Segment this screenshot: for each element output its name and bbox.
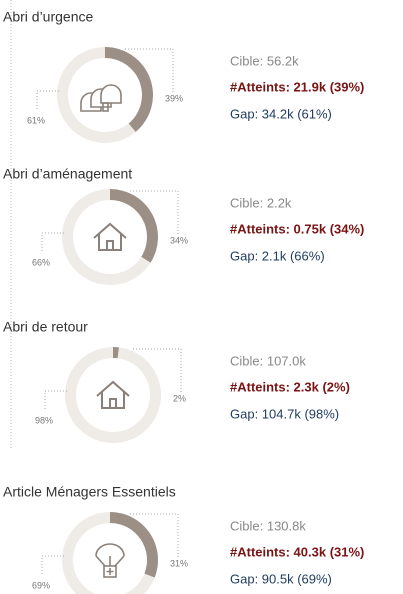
icon	[95, 543, 125, 578]
reached-text: #Atteints: 0.75k (34%)	[230, 221, 364, 236]
house	[96, 380, 130, 409]
donut-segment	[110, 189, 159, 263]
reached-text: #Atteints: 40.3k (31%)	[230, 544, 364, 559]
chart-title: Abri d’aménagement	[3, 166, 132, 182]
leader-line	[41, 232, 64, 251]
parachute-box	[103, 565, 117, 578]
tent-door	[102, 102, 109, 112]
gap-text: Gap: 34.2k (61%)	[230, 106, 332, 121]
donut-segment	[113, 347, 120, 359]
leader-line	[133, 348, 182, 393]
icon	[96, 380, 130, 409]
chart-title: Abri de retour	[3, 319, 88, 335]
tent	[100, 84, 122, 104]
parachute	[95, 543, 125, 567]
gap-text: Gap: 90.5k (69%)	[230, 571, 332, 586]
target-text: Cible: 130.8k	[230, 518, 306, 533]
reached-text: #Atteints: 21.9k (39%)	[230, 79, 364, 94]
value-label: 31%	[170, 558, 188, 568]
leader-line	[130, 190, 179, 235]
value-label: 39%	[165, 93, 183, 103]
value-label: 66%	[32, 257, 50, 267]
value-label: 34%	[170, 235, 188, 245]
chart-title: Article Ménagers Essentiels	[3, 484, 176, 500]
target-text: Cible: 56.2k	[230, 53, 299, 68]
donut-segment	[105, 47, 153, 132]
chart-title: Abri d’urgence	[3, 9, 93, 25]
donut-segment	[57, 47, 136, 143]
leader-line	[130, 513, 179, 558]
donut-segment	[64, 347, 161, 444]
leader-line	[125, 48, 174, 93]
target-text: Cible: 2.2k	[230, 195, 292, 210]
value-label: 61%	[27, 115, 45, 125]
reached-text: #Atteints: 2.3k (2%)	[230, 379, 350, 394]
icon	[93, 222, 127, 251]
gap-text: Gap: 2.1k (66%)	[230, 248, 325, 263]
target-text: Cible: 107.0k	[230, 353, 306, 368]
leader-line	[36, 90, 59, 109]
donut-segment	[62, 512, 155, 594]
gap-text: Gap: 104.7k (98%)	[230, 406, 339, 421]
leader-line	[44, 390, 67, 409]
value-label: 2%	[173, 393, 186, 403]
house	[93, 222, 127, 251]
value-label: 98%	[35, 415, 53, 425]
parachute-cross	[106, 568, 114, 575]
icon	[80, 84, 122, 112]
value-label: 69%	[32, 580, 50, 590]
leader-line	[41, 555, 64, 574]
donut-segment	[110, 512, 159, 578]
